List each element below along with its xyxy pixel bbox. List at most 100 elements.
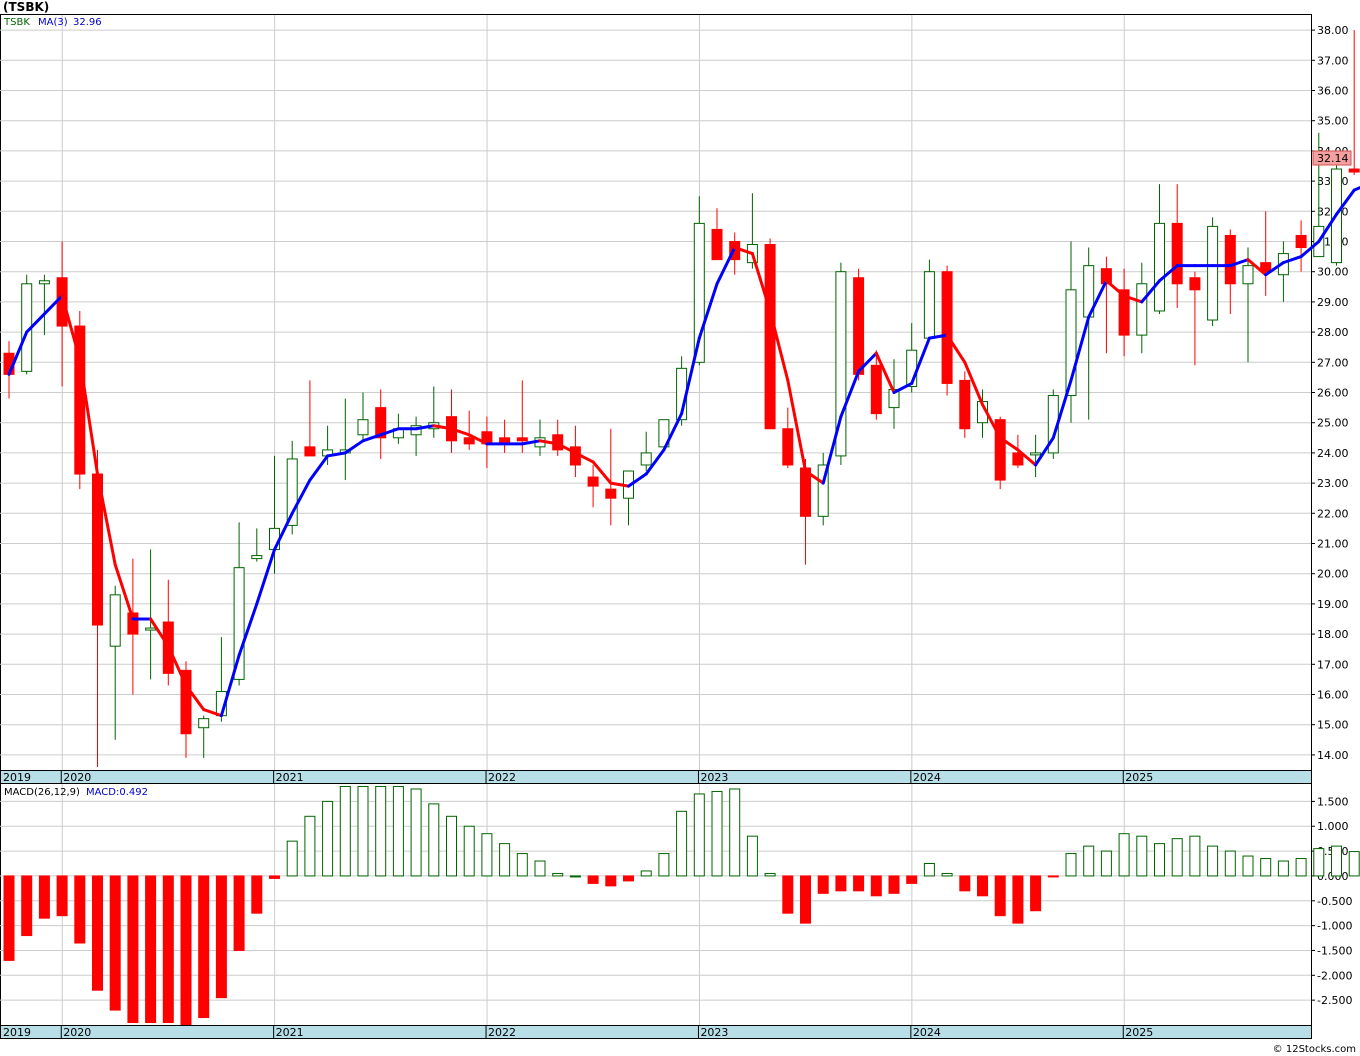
macd-bar xyxy=(658,853,670,877)
price-tick-label: 15.00 xyxy=(1317,719,1349,732)
ma-segment xyxy=(1016,448,1038,467)
macd-bar xyxy=(1154,843,1165,877)
macd-bar xyxy=(623,875,634,882)
macd-tick-label: 1.000 xyxy=(1317,820,1349,833)
macd-bar xyxy=(959,875,971,892)
macd-bar xyxy=(817,875,829,894)
candle xyxy=(375,407,387,439)
macd-bar xyxy=(782,875,794,914)
candle xyxy=(180,669,192,735)
price-legend-ma-value: 32.96 xyxy=(73,17,102,28)
ma-segment xyxy=(998,436,1020,452)
macd-bar xyxy=(198,875,210,1019)
price-tick-label: 25.00 xyxy=(1317,417,1349,430)
price-tick-label: 16.00 xyxy=(1317,689,1349,702)
date-label: 2020 xyxy=(63,771,91,784)
macd-bar xyxy=(587,875,599,884)
price-legend-ma-label: MA(3) xyxy=(38,17,68,28)
price-tick-label: 29.00 xyxy=(1317,296,1349,309)
macd-bar xyxy=(392,785,404,877)
date-axis-labels-bottom: 2019 2020 2021 2022 2023 2024 2025 xyxy=(3,1025,1153,1039)
price-tick-label: 19.00 xyxy=(1317,598,1349,611)
last-price-tag-text: 32.14 xyxy=(1317,152,1349,165)
candle xyxy=(693,222,705,363)
last-price-tag: 32.14 xyxy=(1312,150,1352,166)
macd-bar xyxy=(605,875,617,887)
macd-bars xyxy=(3,785,1360,1026)
ma-segment xyxy=(149,617,170,648)
macd-tick-label: -2.000 xyxy=(1317,969,1352,982)
candle xyxy=(145,627,157,631)
macd-bar xyxy=(127,875,139,1024)
date-label: 2020 xyxy=(63,1026,91,1039)
macd-bar xyxy=(1242,855,1254,877)
ma-segment xyxy=(343,439,365,455)
date-label: 2025 xyxy=(1125,1026,1153,1039)
macd-bar xyxy=(1295,858,1307,877)
ma-segment xyxy=(892,381,914,394)
ma-segment xyxy=(60,294,82,361)
ma-segment xyxy=(680,336,701,416)
macd-bar xyxy=(38,875,50,919)
ma-segment xyxy=(379,427,400,437)
price-tick-label: 28.00 xyxy=(1317,326,1349,339)
date-label: 2022 xyxy=(488,771,516,784)
ma-segment xyxy=(1087,279,1108,319)
macd-bar xyxy=(729,788,741,877)
macd-legend-params: MACD(26,12,9) xyxy=(4,787,80,798)
macd-bar xyxy=(269,875,280,879)
candle xyxy=(233,567,245,680)
macd-bar xyxy=(1331,845,1342,877)
watermark: © 12Stocks.com xyxy=(1273,1044,1356,1055)
candle xyxy=(1242,265,1254,285)
ma-segment xyxy=(786,378,807,473)
moving-average-line xyxy=(7,185,1360,718)
macd-bar xyxy=(923,863,935,877)
candle xyxy=(711,228,723,261)
candle xyxy=(1154,222,1165,312)
date-label: 2024 xyxy=(913,1026,941,1039)
date-label: 2022 xyxy=(488,1026,516,1039)
macd-tick-label: -1.000 xyxy=(1317,920,1352,933)
ma-segment xyxy=(1264,261,1285,277)
ma-segment xyxy=(715,246,737,286)
ma-segment xyxy=(874,351,896,394)
ma-segment xyxy=(1051,378,1073,440)
ma-segment xyxy=(627,472,648,488)
price-grid xyxy=(0,15,1311,770)
macd-bar xyxy=(1100,850,1112,877)
macd-bar xyxy=(74,875,86,944)
macd-bar xyxy=(764,872,776,877)
candle xyxy=(198,718,210,729)
price-tick-label: 38.00 xyxy=(1317,24,1349,37)
ma-segment xyxy=(361,433,383,443)
candle xyxy=(410,425,422,436)
candle xyxy=(1171,222,1183,285)
ma-segment xyxy=(237,602,259,657)
date-label: 2019 xyxy=(3,1026,31,1039)
ma-segment xyxy=(113,563,135,621)
macd-bar xyxy=(375,785,387,877)
macd-bar xyxy=(1065,853,1077,877)
macd-bar xyxy=(410,788,422,877)
ma-segment xyxy=(927,333,949,340)
macd-bar xyxy=(322,800,334,877)
macd-bar xyxy=(1348,851,1360,877)
macd-bar xyxy=(994,875,1006,917)
macd-bar xyxy=(1277,860,1289,877)
ma-segment xyxy=(1281,255,1303,265)
macd-bar xyxy=(552,872,564,877)
candle xyxy=(1224,234,1236,285)
candle xyxy=(1118,289,1130,336)
candle xyxy=(1295,234,1307,249)
macd-bar xyxy=(446,815,457,877)
macd-bar xyxy=(481,833,493,877)
price-tick-label: 37.00 xyxy=(1317,54,1349,67)
price-tick-label: 18.00 xyxy=(1317,628,1349,641)
candle xyxy=(1348,168,1360,173)
macd-tick-label: 1.500 xyxy=(1317,795,1349,808)
candle xyxy=(1136,283,1148,336)
ma-segment xyxy=(1104,279,1126,298)
ma-segment xyxy=(1246,258,1268,277)
